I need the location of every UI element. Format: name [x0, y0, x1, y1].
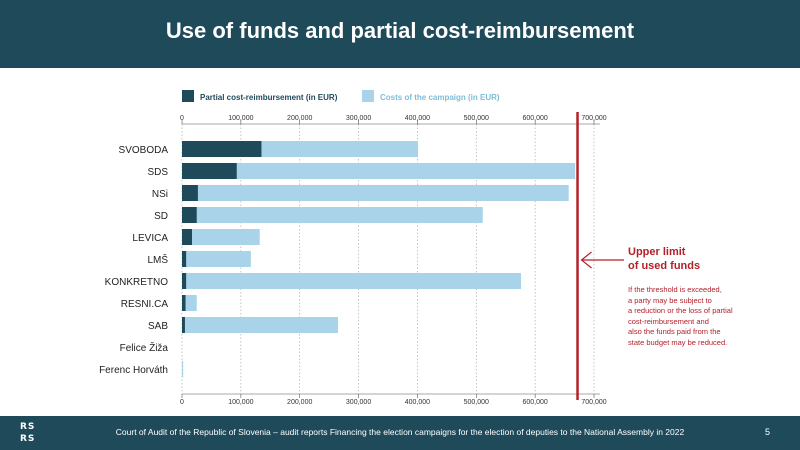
- category-label: KONKRETNO: [105, 277, 169, 288]
- category-label: RESNI.CA: [121, 299, 169, 310]
- upper-limit-title-line1: Upper limit: [628, 246, 686, 258]
- bar-partial-reimbursement: [182, 141, 262, 157]
- x-tick-label-top: 600,000: [522, 115, 547, 122]
- legend-label: Costs of the campaign (in EUR): [380, 93, 500, 102]
- x-tick-label-bottom: 500,000: [464, 399, 489, 406]
- x-tick-label-top: 200,000: [287, 115, 312, 122]
- category-label: SVOBODA: [119, 145, 169, 156]
- legend-label: Partial cost-reimbursement (in EUR): [200, 93, 338, 102]
- bar-partial-reimbursement: [182, 185, 198, 201]
- legend-swatch: [182, 90, 194, 102]
- page-title: Use of funds and partial cost-reimbursem…: [165, 18, 635, 43]
- bar-campaign-costs: [182, 361, 184, 377]
- bar-campaign-costs: [182, 251, 251, 267]
- category-label: SAB: [148, 321, 168, 332]
- upper-limit-title-line2: of used funds: [628, 260, 701, 272]
- x-tick-label-top: 400,000: [405, 115, 430, 122]
- footer-text: Court of Audit of the Republic of Sloven…: [115, 427, 685, 437]
- bar-chart: 0 0 100,000 100,000 200,000 200,000 300,000 300…: [99, 90, 624, 406]
- header-banner: Use of funds and partial cost-reimbursem…: [0, 0, 800, 68]
- bar-partial-reimbursement: [182, 317, 185, 333]
- upper-limit-note: If the threshold is exceeded, a party ma…: [628, 285, 733, 347]
- bar-campaign-costs: [182, 317, 338, 333]
- page-number: 5: [764, 427, 770, 437]
- x-tick-label-bottom: 0: [180, 399, 184, 406]
- category-label: LEVICA: [132, 233, 168, 244]
- category-label: SDS: [147, 167, 168, 178]
- x-tick-label-bottom: 300,000: [346, 399, 371, 406]
- bar-campaign-costs: [182, 163, 576, 179]
- court-of-audit-logo: RS RS: [20, 422, 36, 444]
- category-label: Felice Žiža: [120, 341, 169, 354]
- category-label: NSi: [152, 189, 168, 200]
- x-tick-label-top: 700,000: [581, 115, 606, 122]
- bar-partial-reimbursement: [182, 207, 197, 223]
- x-tick-label-bottom: 700,000: [581, 399, 606, 406]
- bar-campaign-costs: [182, 229, 260, 245]
- x-tick-label-bottom: 600,000: [522, 399, 547, 406]
- bar-partial-reimbursement: [182, 295, 186, 311]
- bar-partial-reimbursement: [182, 229, 193, 245]
- category-label: LMŠ: [147, 253, 168, 266]
- footer-bar: RS RS Court of Audit of the Republic of …: [0, 416, 800, 450]
- x-tick-label-top: 100,000: [228, 115, 253, 122]
- bar-campaign-costs: [182, 273, 522, 289]
- category-label: SD: [154, 211, 168, 222]
- x-tick-label-top: 500,000: [464, 115, 489, 122]
- bar-campaign-costs: [182, 295, 197, 311]
- x-tick-label-top: 300,000: [346, 115, 371, 122]
- upper-limit-arrow-head: [580, 251, 592, 269]
- legend-swatch: [362, 90, 374, 102]
- bar-campaign-costs: [182, 185, 569, 201]
- x-tick-label-bottom: 100,000: [228, 399, 253, 406]
- x-tick-label-top: 0: [180, 115, 184, 122]
- bar-partial-reimbursement: [182, 273, 187, 289]
- category-label: Ferenc Horváth: [99, 365, 168, 376]
- bar-partial-reimbursement: [182, 251, 187, 267]
- x-tick-label-bottom: 200,000: [287, 399, 312, 406]
- bar-campaign-costs: [182, 207, 483, 223]
- bar-partial-reimbursement: [182, 163, 237, 179]
- x-tick-label-bottom: 400,000: [405, 399, 430, 406]
- upper-limit-annotation: Upper limit of used funds If the thresho…: [628, 245, 733, 347]
